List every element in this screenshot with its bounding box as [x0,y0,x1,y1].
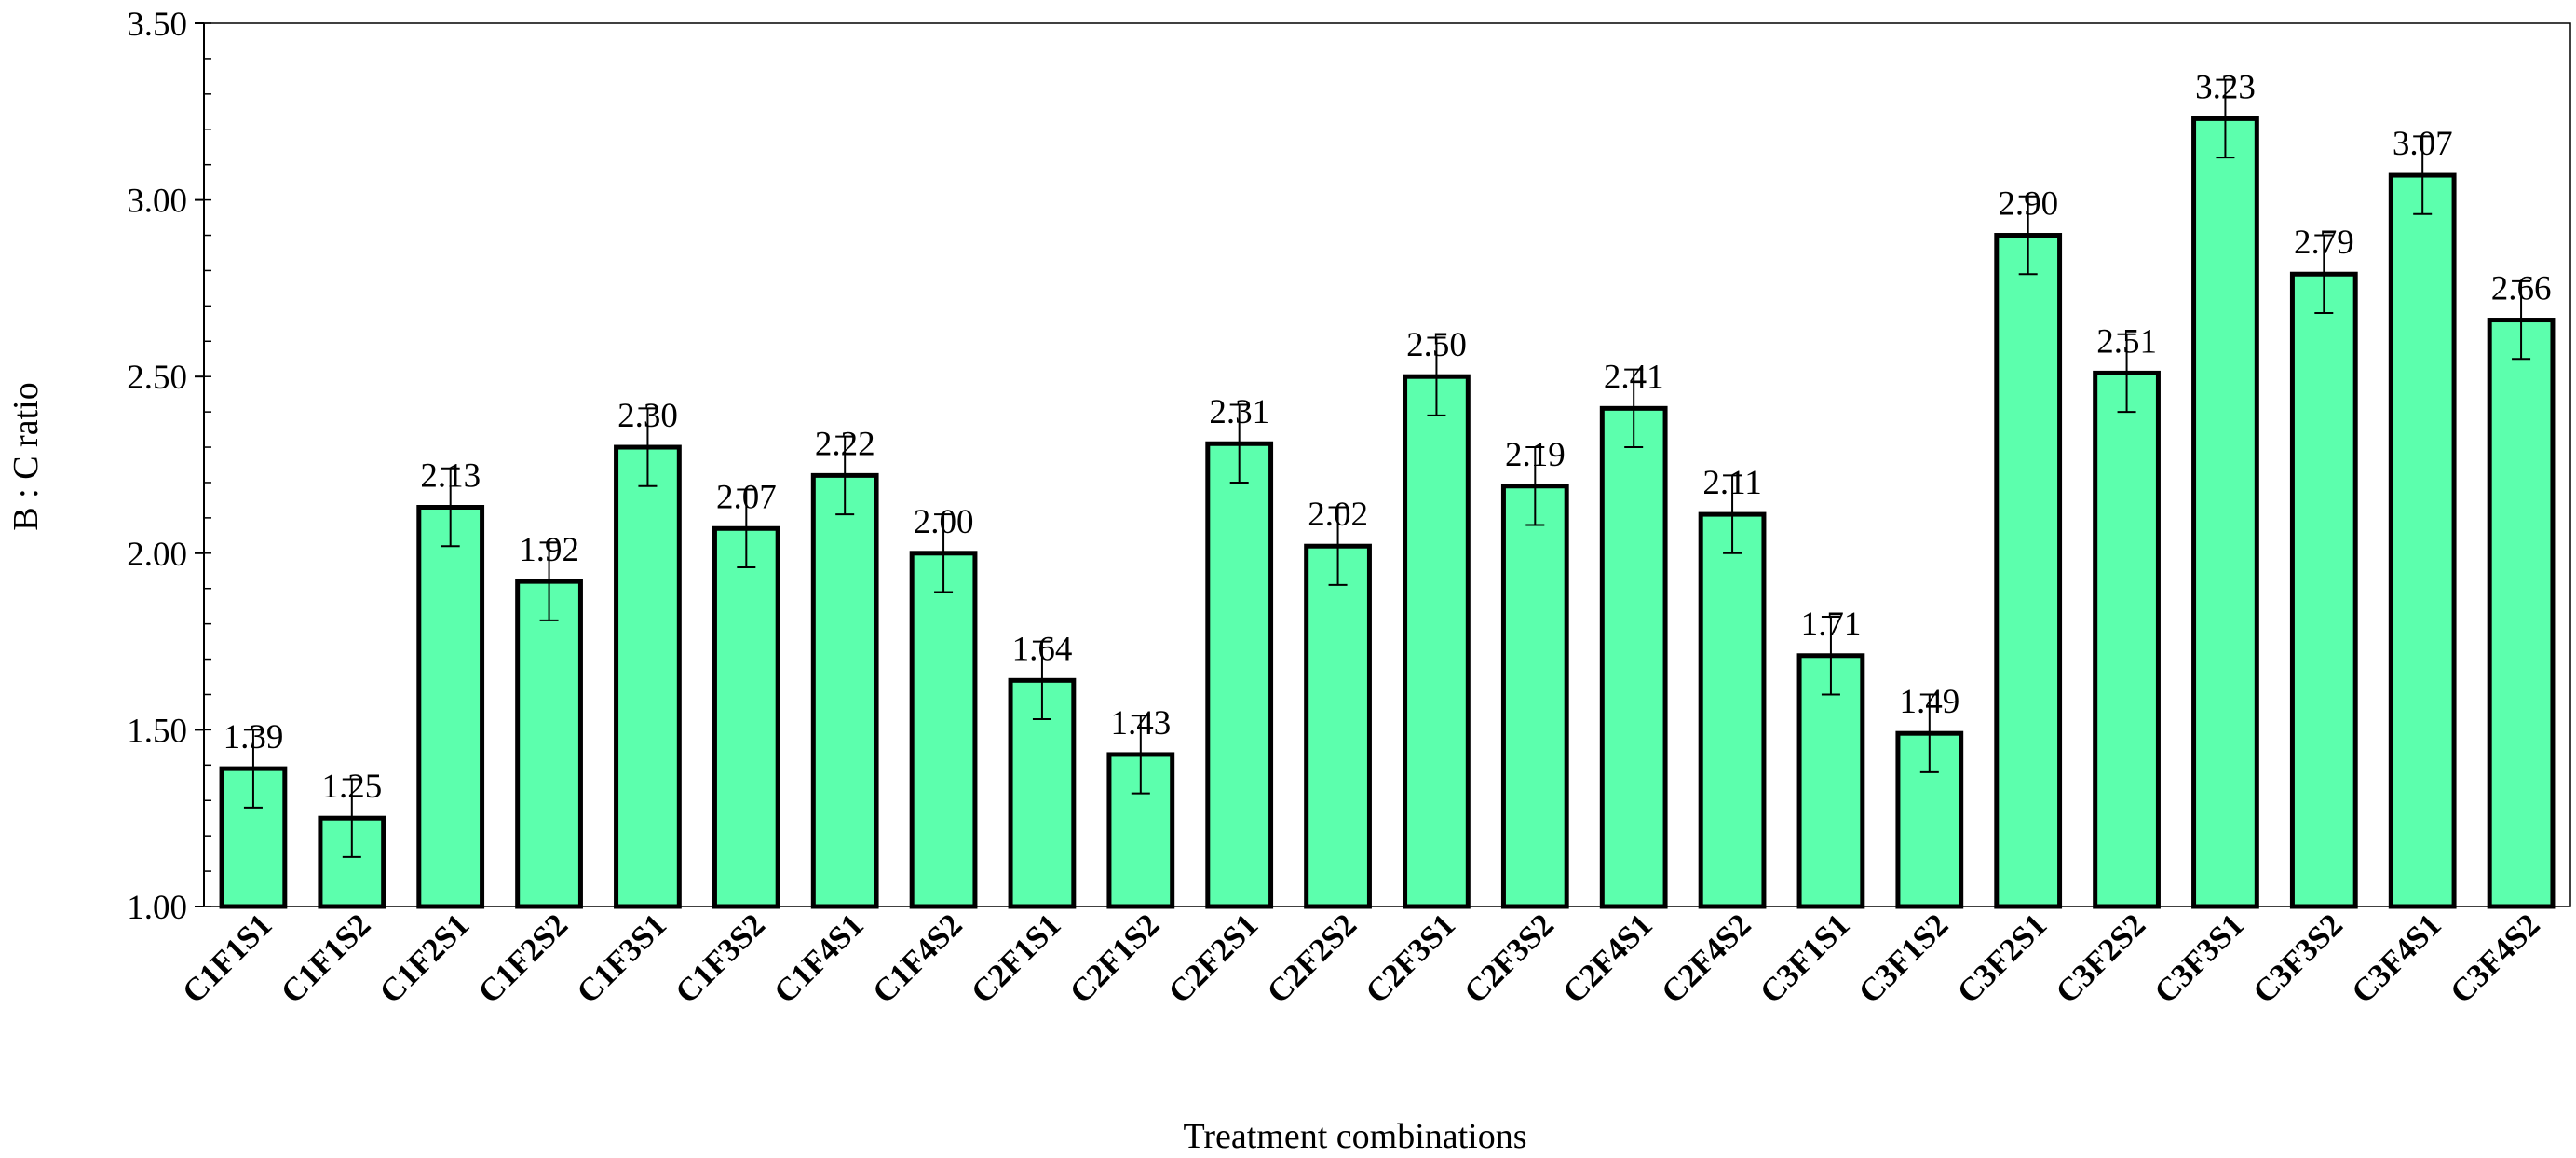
value-label: 2.50 [1406,326,1467,364]
bars-group [219,116,2556,909]
bar [515,579,583,909]
value-label: 2.11 [1702,464,1761,502]
value-label: 2.66 [2491,270,2552,308]
bar [2093,370,2161,909]
value-label: 1.25 [321,768,382,806]
value-label: 1.71 [1801,606,1862,644]
bar [810,472,879,909]
bar [614,444,682,909]
bar [1599,405,1668,909]
bar [1304,543,1372,909]
y-tick-label: 2.00 [127,536,187,574]
bar [2289,271,2358,909]
value-label: 2.79 [2294,224,2354,262]
value-label: 2.51 [2096,322,2157,361]
bar [2487,318,2556,909]
y-tick-label: 1.00 [127,889,187,927]
value-label: 1.39 [224,718,284,756]
value-label: 2.02 [1308,496,1368,534]
value-labels-group: 1.39 1.25 2.13 1.92 2.30 2.07 2.22 2.00 1.64 1.43… [224,68,2552,806]
bar [1698,511,1767,909]
value-label: 1.64 [1012,630,1073,668]
x-axis-title: Treatment combinations [1183,1117,1526,1153]
bar [1205,441,1274,909]
value-label: 1.49 [1899,683,1959,721]
y-axis-title: B : C ratio [7,382,46,530]
y-tick-label: 3.00 [127,183,187,221]
value-label: 3.07 [2393,125,2453,163]
value-label: 1.43 [1110,704,1171,742]
value-label: 2.19 [1505,436,1566,474]
bar [1403,374,1471,909]
bar [416,505,485,909]
value-label: 3.23 [2195,68,2256,106]
y-tick-label: 1.50 [127,712,187,750]
value-label: 1.92 [519,531,579,569]
y-tick-label: 3.50 [127,6,187,44]
bar [1500,484,1569,909]
value-label: 2.13 [420,457,481,496]
value-label: 2.41 [1604,358,1664,396]
y-tick-label: 2.50 [127,359,187,397]
bar [712,525,780,909]
y-axis: 1.00 1.50 2.00 2.50 3.00 3.50 [127,6,211,927]
value-label: 2.30 [617,397,678,435]
value-label: 2.90 [1998,185,2058,224]
value-label: 2.31 [1209,393,1269,431]
bar [2191,116,2259,909]
bar [909,551,978,909]
bar [1994,233,2063,909]
error-bars-group [243,78,2531,858]
value-label: 2.07 [716,478,777,516]
bar [2388,172,2457,909]
value-label: 2.00 [914,503,974,541]
value-label: 2.22 [815,425,875,463]
